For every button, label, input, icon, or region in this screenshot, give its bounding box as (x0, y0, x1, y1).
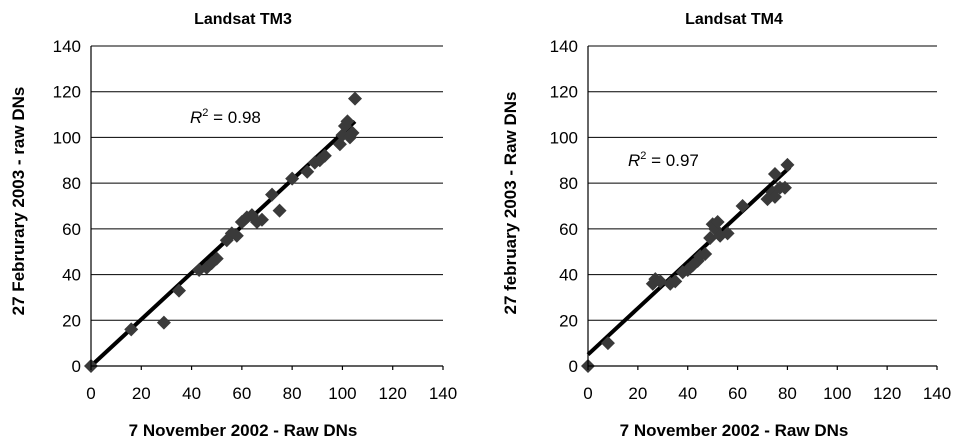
x-tick-label: 0 (583, 384, 592, 403)
x-tick-label: 40 (182, 384, 201, 403)
data-point (300, 164, 315, 179)
data-point (254, 212, 269, 227)
x-axis-label: 7 November 2002 - Raw DNs (620, 421, 849, 440)
x-tick-label: 140 (429, 384, 457, 403)
data-point (767, 167, 782, 181)
trendline-segment (586, 165, 792, 357)
y-tick-label: 80 (62, 174, 81, 193)
y-tick-label: 80 (559, 174, 578, 193)
data-point (317, 148, 332, 163)
data-point (285, 171, 300, 186)
y-tick-label: 100 (53, 128, 81, 147)
y-tick-label: 120 (53, 83, 81, 102)
x-tick-label: 100 (328, 384, 356, 403)
data-point (777, 180, 792, 195)
y-tick-label: 20 (62, 311, 81, 330)
trendline (586, 165, 792, 357)
data-point (229, 228, 244, 243)
y-tick-label: 0 (569, 357, 578, 376)
data-point (703, 231, 718, 245)
data-points (84, 91, 362, 373)
data-points (581, 157, 795, 373)
chart-landsat-tm3: Landsat TM3 7 November 2002 - Raw DNs 27… (9, 11, 457, 440)
data-point (767, 189, 782, 204)
chart-title: Landsat TM3 (194, 11, 292, 28)
gridlines (588, 45, 937, 321)
x-axis-label: 7 November 2002 - Raw DNs (129, 421, 358, 440)
x-tick-label: 20 (628, 384, 647, 403)
data-point (272, 203, 287, 218)
data-point (710, 215, 725, 229)
x-tick-label: 120 (873, 384, 901, 403)
r-squared-annotation: R2 = 0.98 (190, 107, 261, 127)
y-tick-label: 140 (53, 37, 81, 56)
y-axis-label: 27 february 2003 - Raw DNs (501, 92, 520, 315)
x-tick-label: 80 (283, 384, 302, 403)
data-point (156, 315, 171, 330)
x-tick-label: 120 (379, 384, 407, 403)
y-tick-label: 40 (62, 266, 81, 285)
chart-title: Landsat TM4 (685, 11, 783, 28)
y-tick-label: 40 (559, 266, 578, 285)
data-point (735, 199, 750, 213)
tick-labels: 0 20 40 60 80 100 120 140 0 20 40 60 80 100 120 140 (550, 37, 952, 403)
y-tick-label: 120 (550, 83, 578, 102)
y-tick-label: 60 (62, 220, 81, 239)
r-squared-value: 0.98 (228, 108, 261, 127)
data-point (124, 322, 139, 337)
x-tick-label: 100 (823, 384, 851, 403)
data-point (265, 187, 280, 202)
axes (90, 46, 444, 370)
tick-labels: 0 20 40 60 80 100 120 140 0 20 40 60 80 100 120 140 (53, 37, 458, 403)
x-tick-label: 60 (232, 384, 251, 403)
data-point (348, 91, 362, 106)
y-tick-label: 20 (559, 311, 578, 330)
x-tick-label: 40 (678, 384, 697, 403)
gridlines (91, 45, 443, 321)
x-tick-label: 0 (86, 384, 95, 403)
data-point (698, 247, 713, 261)
y-tick-label: 140 (550, 37, 578, 56)
data-point (172, 283, 186, 298)
y-tick-label: 100 (550, 128, 578, 147)
chart-landsat-tm4: Landsat TM4 7 November 2002 - Raw DNs 27… (501, 11, 951, 440)
y-tick-label: 0 (72, 357, 81, 376)
data-point (780, 157, 795, 172)
x-tick-label: 60 (728, 384, 747, 403)
y-axis-label: 27 Februrary 2003 - raw DNs (9, 87, 28, 316)
data-point (600, 336, 615, 351)
data-point (668, 274, 683, 289)
data-point (340, 114, 355, 129)
x-tick-label: 140 (923, 384, 951, 403)
r-squared-value: 0.97 (666, 151, 699, 170)
y-tick-label: 60 (559, 220, 578, 239)
x-tick-label: 20 (132, 384, 151, 403)
data-point (345, 125, 360, 140)
data-point (653, 274, 668, 289)
x-tick-label: 80 (778, 384, 797, 403)
data-point (209, 251, 224, 266)
data-point (720, 226, 735, 241)
axes (587, 46, 938, 370)
r-squared-annotation: R2 = 0.97 (628, 150, 699, 170)
